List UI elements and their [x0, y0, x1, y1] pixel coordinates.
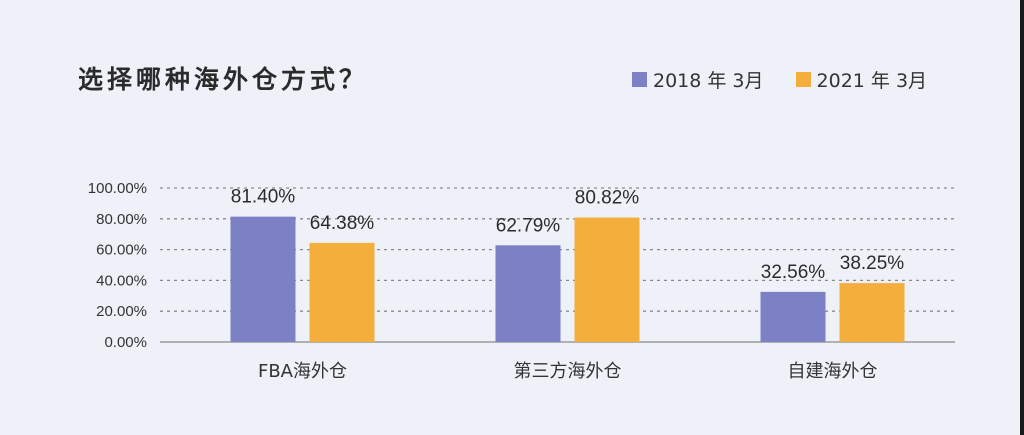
- x-category-label: 自建海外仓: [788, 361, 878, 382]
- right-edge-border: [1020, 0, 1024, 435]
- y-tick-label: 80.00%: [96, 211, 147, 228]
- data-label: 81.40%: [231, 187, 296, 208]
- bar-2021: [309, 242, 375, 342]
- data-label: 38.25%: [840, 253, 905, 274]
- y-tick-label: 60.00%: [96, 242, 147, 259]
- data-label: 80.82%: [575, 188, 640, 209]
- bar-2021: [839, 283, 905, 342]
- x-category-label: FBA海外仓: [258, 361, 347, 382]
- bar-2018: [230, 216, 296, 342]
- legend-swatch-2021: [795, 72, 811, 87]
- x-category-label: 第三方海外仓: [514, 361, 622, 382]
- data-label: 32.56%: [761, 262, 826, 283]
- data-label: 64.38%: [310, 213, 375, 234]
- data-label: 62.79%: [496, 215, 561, 236]
- legend-label-2021: 2021 年 3月: [816, 70, 928, 92]
- legend-item-2021: 2021 年 3月: [795, 66, 928, 93]
- chart-title: 选择哪种海外仓方式？: [78, 65, 369, 94]
- legend-swatch-2018: [632, 72, 647, 87]
- y-tick-label: 40.00%: [96, 272, 147, 289]
- legend: 2018 年 3月 2021 年 3月: [632, 66, 959, 93]
- legend-item-2018: 2018 年 3月: [632, 66, 764, 93]
- bar-2021: [574, 217, 640, 342]
- y-tick-label: 20.00%: [96, 303, 147, 320]
- bar-2018: [495, 245, 561, 342]
- legend-label-2018: 2018 年 3月: [653, 70, 764, 92]
- y-tick-label: 100.00%: [88, 180, 147, 197]
- y-tick-label: 0.00%: [104, 334, 147, 351]
- bar-2018: [760, 291, 826, 342]
